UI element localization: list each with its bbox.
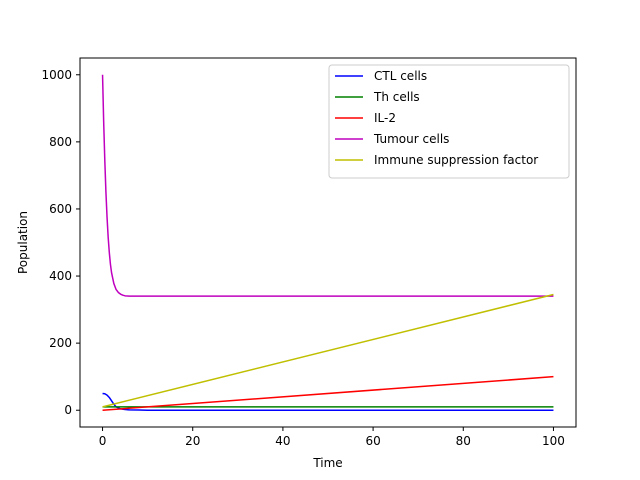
legend-label: Th cells [373, 90, 420, 104]
legend-label: CTL cells [374, 69, 427, 83]
y-tick-label: 400 [49, 269, 72, 283]
y-tick-label: 0 [64, 403, 72, 417]
series-line-2 [102, 375, 554, 411]
x-tick-label: 100 [542, 434, 565, 448]
x-axis-label: Time [312, 456, 342, 470]
series-line-3 [101, 74, 554, 297]
y-axis: 0 200 400 600 800 1000 [41, 68, 80, 417]
x-axis: 0 20 40 60 80 100 [99, 427, 565, 448]
y-tick-label: 1000 [41, 68, 72, 82]
x-tick-label: 60 [365, 434, 380, 448]
y-axis-label: Population [16, 211, 30, 274]
x-tick-label: 40 [275, 434, 290, 448]
x-tick-label: 80 [456, 434, 471, 448]
plot-area [101, 74, 554, 411]
legend: CTL cells Th cells IL-2 Tumour cells Immune … [328, 64, 570, 179]
legend-label: Tumour cells [373, 132, 449, 146]
axes-frame [79, 57, 577, 428]
legend-label: Immune suppression factor [374, 153, 538, 167]
x-tick-label: 20 [185, 434, 200, 448]
series-line-0 [102, 392, 554, 411]
y-tick-label: 200 [49, 336, 72, 350]
legend-label: IL-2 [374, 111, 396, 125]
y-tick-label: 800 [49, 135, 72, 149]
series-line-4 [102, 293, 554, 408]
legend-box [328, 64, 570, 179]
x-tick-label: 0 [99, 434, 107, 448]
y-tick-label: 600 [49, 202, 72, 216]
